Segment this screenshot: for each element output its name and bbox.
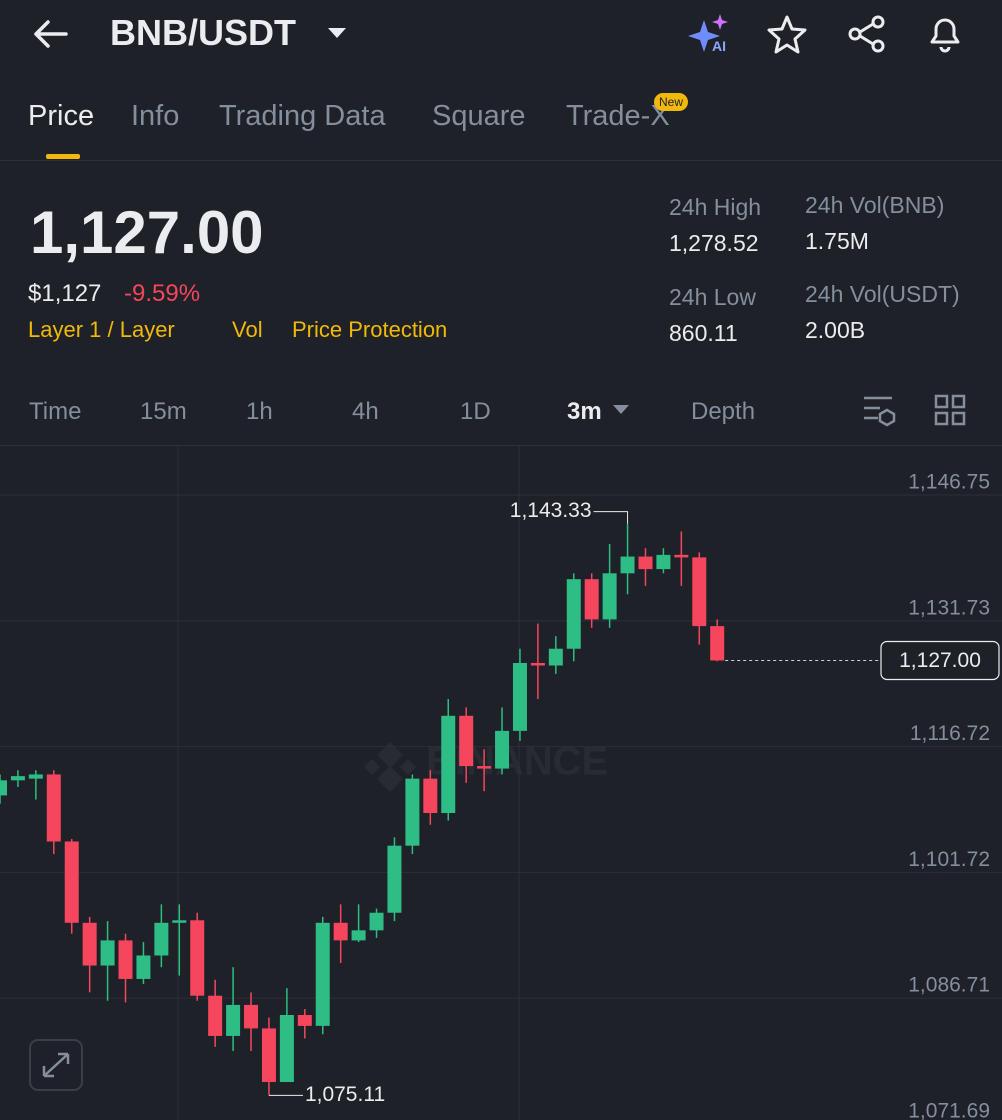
- candle-body: [369, 912, 384, 931]
- layout-button[interactable]: [934, 394, 968, 428]
- candle-body: [0, 780, 7, 796]
- candle-body: [82, 922, 97, 966]
- candle-body: [620, 556, 635, 574]
- candle-body: [584, 579, 599, 620]
- y-tick-label: 1,131.73: [908, 596, 990, 619]
- tab[interactable]: Trading Data: [219, 100, 386, 132]
- timeframe-dropdown[interactable]: [612, 404, 630, 416]
- candle-body: [710, 626, 725, 661]
- price-change: -9.59%: [124, 280, 201, 307]
- candle-body: [674, 554, 689, 558]
- stat-value: 1.75M: [805, 228, 869, 254]
- tab[interactable]: Trade-X: [566, 100, 670, 132]
- candle-body: [387, 845, 402, 913]
- stat-value: 860.11: [669, 320, 738, 346]
- ai-button[interactable]: AI: [686, 12, 732, 56]
- tab[interactable]: Price: [28, 100, 95, 132]
- pair-title[interactable]: BNB/USDT: [110, 12, 296, 53]
- tab[interactable]: Info: [131, 100, 180, 132]
- candle-body: [656, 554, 671, 570]
- active-tab-indicator: [46, 154, 80, 159]
- candle-body: [333, 922, 348, 941]
- new-badge: New: [654, 93, 689, 111]
- candle-body: [495, 730, 510, 769]
- divider: [0, 445, 1002, 446]
- tab[interactable]: Square: [432, 100, 526, 132]
- candle-body: [530, 662, 545, 666]
- candle-body: [208, 995, 223, 1036]
- tag[interactable]: Layer 1 / Layer: [28, 317, 175, 342]
- candle-body: [136, 955, 151, 979]
- tag[interactable]: Vol: [232, 317, 263, 342]
- timeframe[interactable]: Depth: [691, 398, 756, 425]
- candle-body: [638, 556, 653, 570]
- timeframe[interactable]: 1h: [246, 398, 273, 425]
- expand-button[interactable]: [29, 1039, 83, 1091]
- candle-body: [297, 1014, 312, 1026]
- stat-value: 1,278.52: [669, 230, 759, 256]
- timeframe[interactable]: Time: [29, 398, 82, 425]
- candle-body: [28, 774, 43, 779]
- candle-body: [423, 778, 438, 814]
- y-tick-label: 1,116.72: [910, 722, 990, 745]
- candle-body: [244, 1004, 259, 1029]
- timeframe[interactable]: 3m: [567, 398, 602, 425]
- stat-label: 24h Low: [669, 284, 756, 310]
- stat-value: 2.00B: [805, 317, 866, 343]
- stat-label: 24h Vol(BNB): [805, 192, 945, 218]
- candle-body: [459, 715, 474, 767]
- candle-body: [154, 922, 169, 956]
- alert-button[interactable]: [924, 12, 966, 54]
- candle-body: [279, 1014, 294, 1083]
- candle-body: [548, 648, 563, 666]
- tag[interactable]: Price Protection: [292, 317, 448, 342]
- candlestick-chart: BINANCE 1,146.75 1,131.73 1,116.72 1,101.72…: [0, 446, 1002, 1120]
- candle-body: [172, 920, 187, 923]
- max-label: 1,143.33: [510, 499, 592, 522]
- min-label: 1,075.11: [305, 1083, 385, 1106]
- back-button[interactable]: [30, 16, 70, 52]
- candle-body: [10, 776, 25, 781]
- candle-body: [477, 766, 492, 769]
- candle-body: [512, 662, 527, 731]
- y-tick-label: 1,071.69: [908, 1100, 990, 1120]
- timeframe[interactable]: 15m: [140, 398, 187, 425]
- candle-body: [226, 1004, 241, 1036]
- price-usd: $1,127: [28, 280, 102, 307]
- share-button[interactable]: [846, 14, 888, 54]
- stat-label: 24h High: [669, 194, 762, 220]
- max-leader: [593, 511, 629, 524]
- last-price-label: 1,127.00: [899, 649, 981, 672]
- y-tick-label: 1,146.75: [908, 470, 990, 493]
- candle-body: [315, 922, 330, 1026]
- candle-body: [602, 573, 617, 620]
- candle-body: [405, 778, 420, 846]
- candle-body: [46, 774, 61, 842]
- candle-body: [441, 715, 456, 814]
- timeframe[interactable]: 1D: [460, 398, 491, 425]
- candle-body: [190, 920, 205, 996]
- candle-body: [64, 841, 79, 923]
- last-price: 1,127.00: [30, 199, 264, 266]
- timeframe[interactable]: 4h: [352, 398, 379, 425]
- candle-body: [118, 940, 133, 979]
- candle-body: [351, 930, 366, 941]
- ai-badge: AI: [712, 38, 726, 54]
- y-tick-label: 1,086.71: [908, 974, 990, 997]
- y-tick-label: 1,101.72: [908, 848, 990, 871]
- stat-label: 24h Vol(USDT): [805, 281, 960, 307]
- pair-dropdown[interactable]: [326, 26, 348, 40]
- candle-body: [566, 579, 581, 649]
- divider: [0, 160, 1002, 161]
- candle-body: [261, 1028, 276, 1083]
- candle-body: [692, 557, 707, 627]
- last-price-box: [880, 640, 1000, 681]
- indicator-button[interactable]: [862, 394, 898, 428]
- candle-body: [100, 940, 115, 966]
- favorite-button[interactable]: [766, 14, 808, 54]
- watermark: BINANCE: [364, 740, 608, 792]
